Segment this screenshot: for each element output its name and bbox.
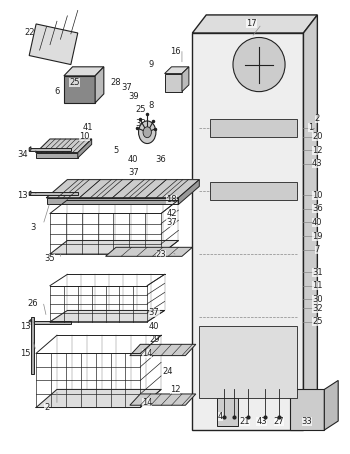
Text: 1: 1 bbox=[308, 123, 313, 132]
Polygon shape bbox=[106, 247, 193, 257]
Polygon shape bbox=[199, 326, 296, 399]
Polygon shape bbox=[164, 67, 189, 74]
Polygon shape bbox=[130, 344, 196, 355]
Polygon shape bbox=[64, 76, 95, 103]
Polygon shape bbox=[29, 320, 31, 324]
Polygon shape bbox=[324, 380, 338, 430]
Polygon shape bbox=[36, 139, 92, 153]
Polygon shape bbox=[29, 192, 78, 195]
Polygon shape bbox=[289, 390, 324, 430]
Text: 7: 7 bbox=[315, 245, 320, 254]
Polygon shape bbox=[29, 24, 78, 64]
Text: 31: 31 bbox=[312, 267, 323, 276]
Text: 2: 2 bbox=[315, 114, 320, 123]
Text: 27: 27 bbox=[274, 416, 285, 425]
Text: 35: 35 bbox=[45, 254, 55, 263]
Text: 41: 41 bbox=[83, 123, 93, 132]
Polygon shape bbox=[29, 148, 71, 151]
Polygon shape bbox=[31, 317, 34, 374]
Text: 25: 25 bbox=[135, 105, 146, 114]
Text: 16: 16 bbox=[170, 46, 180, 55]
Text: 6: 6 bbox=[54, 87, 60, 96]
Polygon shape bbox=[47, 180, 199, 197]
Text: 34: 34 bbox=[17, 150, 28, 159]
Text: 15: 15 bbox=[20, 349, 31, 358]
Text: 37: 37 bbox=[166, 218, 177, 227]
Circle shape bbox=[143, 127, 152, 138]
Text: 2: 2 bbox=[44, 403, 49, 412]
Text: 40: 40 bbox=[149, 322, 159, 331]
Text: 30: 30 bbox=[312, 295, 323, 304]
Text: 10: 10 bbox=[79, 132, 90, 141]
Polygon shape bbox=[29, 147, 31, 151]
Polygon shape bbox=[47, 197, 178, 204]
Text: 14: 14 bbox=[142, 399, 153, 408]
Polygon shape bbox=[178, 180, 199, 204]
Text: 13: 13 bbox=[20, 322, 31, 331]
Polygon shape bbox=[193, 33, 303, 430]
Text: 39: 39 bbox=[128, 92, 139, 101]
Text: 20: 20 bbox=[312, 132, 323, 141]
Polygon shape bbox=[130, 394, 196, 405]
Text: 11: 11 bbox=[312, 281, 323, 290]
Text: 33: 33 bbox=[302, 416, 312, 425]
Polygon shape bbox=[50, 241, 178, 254]
Text: 36: 36 bbox=[156, 155, 167, 164]
Text: 29: 29 bbox=[149, 336, 159, 344]
Text: 40: 40 bbox=[312, 218, 323, 227]
Text: 5: 5 bbox=[113, 146, 119, 155]
Polygon shape bbox=[303, 15, 317, 430]
Text: 25: 25 bbox=[69, 78, 79, 87]
Text: 19: 19 bbox=[312, 232, 323, 241]
Text: 37: 37 bbox=[149, 308, 160, 317]
Polygon shape bbox=[78, 139, 92, 158]
Polygon shape bbox=[193, 15, 317, 33]
Text: 12: 12 bbox=[170, 385, 180, 394]
Text: 14: 14 bbox=[142, 349, 153, 358]
Text: 43: 43 bbox=[312, 159, 323, 168]
Text: 12: 12 bbox=[312, 146, 323, 155]
Polygon shape bbox=[29, 191, 31, 195]
Text: 22: 22 bbox=[24, 29, 34, 38]
Text: 4: 4 bbox=[217, 412, 223, 421]
Polygon shape bbox=[36, 390, 161, 408]
Text: 40: 40 bbox=[128, 155, 139, 164]
Text: 17: 17 bbox=[246, 20, 257, 29]
Polygon shape bbox=[64, 67, 104, 76]
Ellipse shape bbox=[233, 38, 285, 92]
Text: 42: 42 bbox=[166, 209, 177, 218]
Text: 37: 37 bbox=[128, 168, 139, 178]
Text: 25: 25 bbox=[312, 317, 323, 326]
Text: 36: 36 bbox=[312, 204, 323, 213]
Text: 37: 37 bbox=[121, 83, 132, 92]
Text: 9: 9 bbox=[148, 60, 153, 69]
Text: 43: 43 bbox=[257, 416, 267, 425]
Polygon shape bbox=[29, 321, 71, 324]
Text: 8: 8 bbox=[148, 101, 153, 110]
Polygon shape bbox=[50, 311, 164, 322]
Polygon shape bbox=[217, 399, 238, 425]
Text: 32: 32 bbox=[312, 304, 323, 313]
Text: 10: 10 bbox=[312, 191, 323, 200]
Polygon shape bbox=[95, 67, 104, 103]
Text: 18: 18 bbox=[166, 195, 177, 204]
Text: 26: 26 bbox=[27, 299, 38, 308]
Text: 3: 3 bbox=[30, 222, 35, 232]
Circle shape bbox=[139, 121, 156, 143]
Polygon shape bbox=[36, 153, 78, 158]
Text: 38: 38 bbox=[135, 118, 146, 128]
Polygon shape bbox=[210, 182, 296, 200]
Polygon shape bbox=[182, 67, 189, 92]
Polygon shape bbox=[164, 74, 182, 92]
Polygon shape bbox=[210, 118, 296, 137]
Text: 28: 28 bbox=[111, 78, 121, 87]
Text: 24: 24 bbox=[163, 367, 173, 376]
Text: 21: 21 bbox=[239, 416, 250, 425]
Text: 13: 13 bbox=[17, 191, 28, 200]
Text: 23: 23 bbox=[156, 250, 166, 259]
